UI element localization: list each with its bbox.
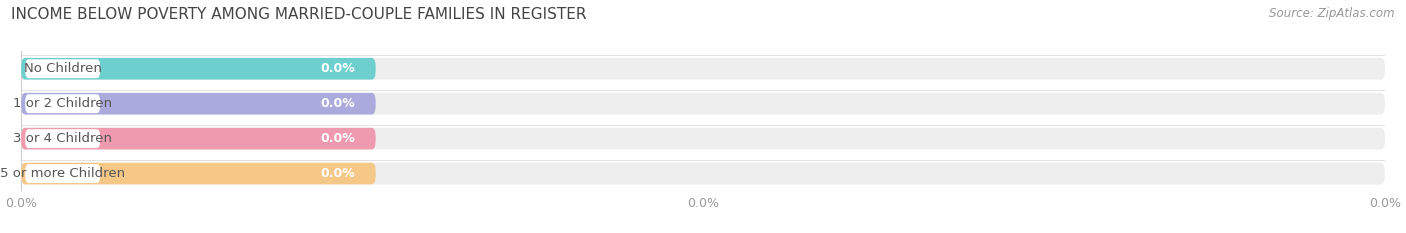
FancyBboxPatch shape	[21, 93, 375, 115]
FancyBboxPatch shape	[21, 128, 375, 150]
Text: Source: ZipAtlas.com: Source: ZipAtlas.com	[1270, 7, 1395, 20]
FancyBboxPatch shape	[25, 94, 100, 113]
Text: 0.0%: 0.0%	[321, 132, 356, 145]
FancyBboxPatch shape	[25, 164, 100, 183]
Text: No Children: No Children	[24, 62, 101, 75]
FancyBboxPatch shape	[25, 129, 100, 148]
Text: INCOME BELOW POVERTY AMONG MARRIED-COUPLE FAMILIES IN REGISTER: INCOME BELOW POVERTY AMONG MARRIED-COUPL…	[11, 7, 586, 22]
Text: 1 or 2 Children: 1 or 2 Children	[13, 97, 112, 110]
FancyBboxPatch shape	[21, 163, 375, 185]
Text: 0.0%: 0.0%	[321, 97, 356, 110]
Text: 3 or 4 Children: 3 or 4 Children	[13, 132, 112, 145]
FancyBboxPatch shape	[21, 128, 1385, 150]
FancyBboxPatch shape	[21, 58, 375, 80]
Text: 0.0%: 0.0%	[321, 62, 356, 75]
FancyBboxPatch shape	[21, 93, 1385, 115]
Text: 5 or more Children: 5 or more Children	[0, 167, 125, 180]
FancyBboxPatch shape	[25, 59, 100, 78]
Text: 0.0%: 0.0%	[321, 167, 356, 180]
FancyBboxPatch shape	[21, 163, 1385, 185]
FancyBboxPatch shape	[21, 58, 1385, 80]
